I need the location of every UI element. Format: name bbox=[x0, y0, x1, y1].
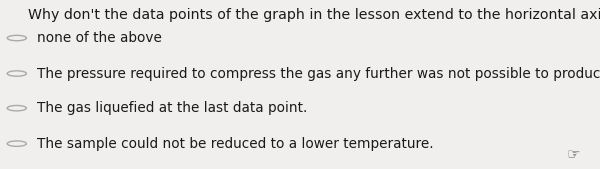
Circle shape bbox=[7, 35, 26, 41]
Text: Why don't the data points of the graph in the lesson extend to the horizontal ax: Why don't the data points of the graph i… bbox=[28, 8, 600, 22]
Text: The pressure required to compress the gas any further was not possible to produc: The pressure required to compress the ga… bbox=[37, 67, 600, 80]
Circle shape bbox=[7, 141, 26, 146]
Text: The gas liquefied at the last data point.: The gas liquefied at the last data point… bbox=[37, 101, 308, 115]
Text: The sample could not be reduced to a lower temperature.: The sample could not be reduced to a low… bbox=[37, 137, 434, 151]
Text: none of the above: none of the above bbox=[37, 31, 162, 45]
Circle shape bbox=[7, 71, 26, 76]
Circle shape bbox=[7, 105, 26, 111]
Text: ☞: ☞ bbox=[566, 147, 580, 162]
